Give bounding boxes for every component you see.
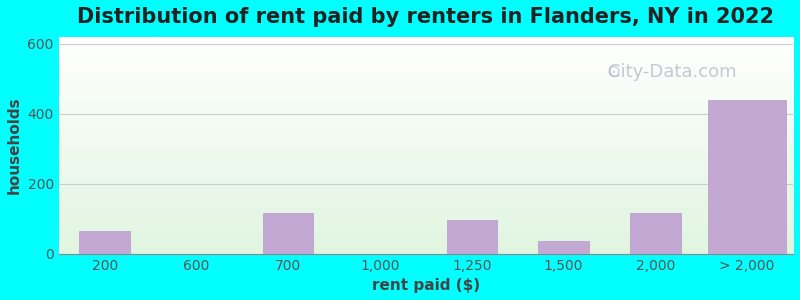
Bar <box>79 231 130 254</box>
Bar <box>263 213 314 254</box>
Text: ⊙: ⊙ <box>606 62 620 80</box>
Bar <box>630 213 681 254</box>
Bar <box>708 100 786 254</box>
Title: Distribution of rent paid by renters in Flanders, NY in 2022: Distribution of rent paid by renters in … <box>78 7 774 27</box>
Bar <box>538 242 589 254</box>
Y-axis label: households: households <box>7 96 22 194</box>
X-axis label: rent paid ($): rent paid ($) <box>372 278 480 293</box>
Bar <box>446 220 497 254</box>
Text: City-Data.com: City-Data.com <box>607 62 736 80</box>
